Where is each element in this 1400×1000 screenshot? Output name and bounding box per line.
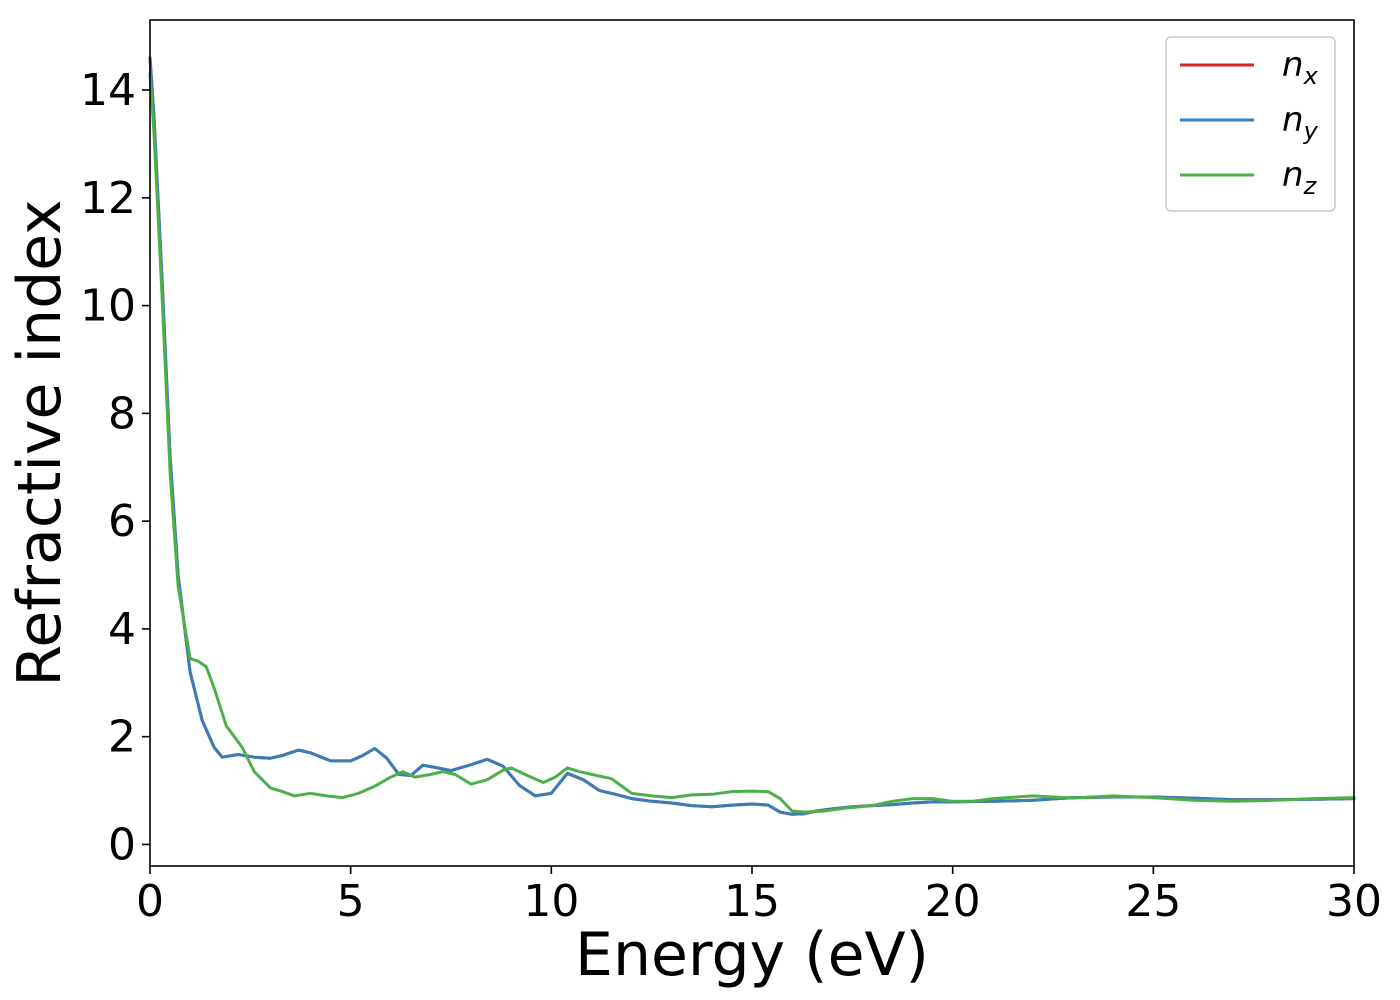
legend-label-subscript: z <box>1303 172 1318 200</box>
legend-label-symbol: n <box>1282 100 1304 140</box>
y-tick-label: 6 <box>108 496 136 547</box>
series-line-ny <box>148 56 1356 816</box>
x-tick-label: 15 <box>724 876 780 927</box>
x-tick-label: 30 <box>1326 876 1382 927</box>
x-tick-label: 5 <box>337 876 365 927</box>
legend-label-nx: nx <box>1282 45 1319 90</box>
x-axis-label: Energy (eV) <box>575 920 929 990</box>
y-tick-label: 8 <box>108 388 136 439</box>
legend-label-ny: ny <box>1282 100 1319 145</box>
x-tick-label: 20 <box>925 876 981 927</box>
y-tick-label: 14 <box>80 65 136 116</box>
x-axis-ticks: 0 5 10 15 20 25 30 <box>136 866 1382 927</box>
legend-box <box>1165 36 1336 212</box>
legend-label-subscript: x <box>1303 62 1319 90</box>
y-tick-label: 4 <box>108 604 136 655</box>
series-line-nz <box>148 72 1356 814</box>
legend-label-subscript: y <box>1303 117 1319 145</box>
x-tick-label: 10 <box>523 876 579 927</box>
y-axis-label: Refractive index <box>5 199 75 686</box>
x-tick-label: 0 <box>136 876 164 927</box>
x-tick-label: 25 <box>1125 876 1181 927</box>
y-axis-ticks: 0 2 4 6 8 10 12 14 <box>80 65 150 870</box>
legend-label-symbol: n <box>1282 155 1304 195</box>
y-tick-label: 10 <box>80 281 136 332</box>
y-tick-label: 2 <box>108 712 136 763</box>
plot-lines <box>148 56 1356 816</box>
y-tick-label: 0 <box>108 819 136 870</box>
y-tick-label: 12 <box>80 173 136 224</box>
legend-label-symbol: n <box>1282 45 1304 85</box>
legend-label-nz: nz <box>1282 155 1318 200</box>
